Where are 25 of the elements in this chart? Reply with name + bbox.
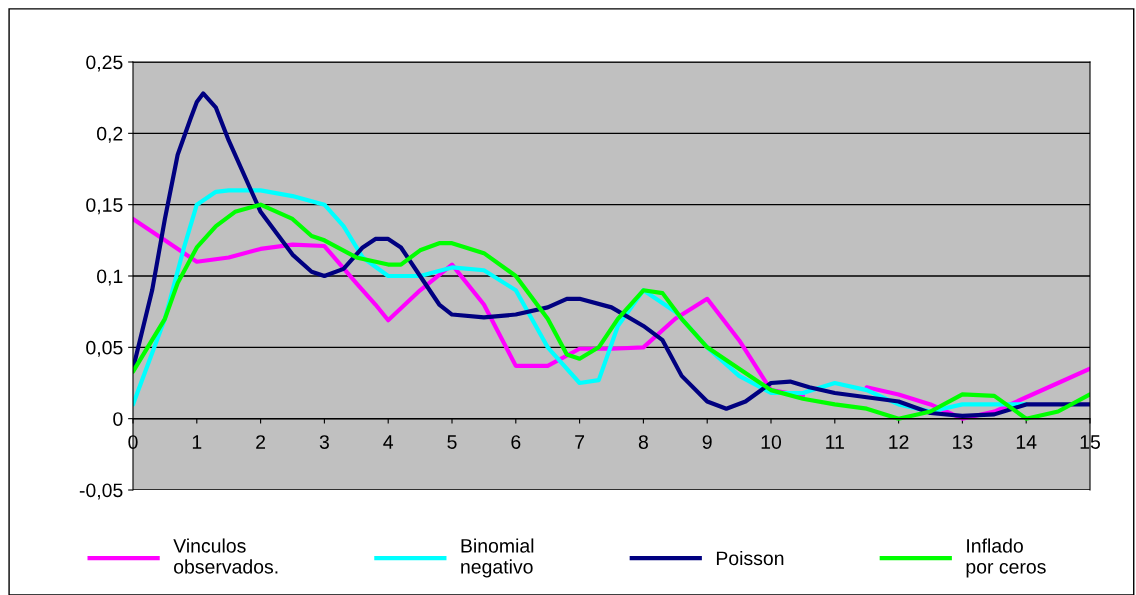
x-tick-label: 14	[1016, 435, 1037, 449]
y-tick-label: -0,05	[79, 483, 123, 500]
x-tick-label: 4	[383, 435, 394, 449]
x-tick-label: 3	[319, 435, 329, 449]
x-tick-label: 2	[256, 435, 266, 449]
x-tick-label: 8	[638, 435, 648, 449]
legend-label: Binomial negativo	[461, 538, 534, 578]
y-tick-label: 0,25	[86, 55, 123, 72]
x-tick-label: 9	[702, 435, 712, 449]
x-tick-label: 10	[761, 435, 782, 449]
legend-label: Vinculos observados.	[173, 538, 278, 574]
x-tick-label: 1	[192, 435, 202, 449]
x-tick-label: 11	[826, 435, 844, 449]
legend-label: Poisson	[716, 550, 784, 566]
x-tick-label: 6	[511, 435, 521, 449]
x-tick-label: 13	[953, 435, 973, 449]
x-tick-label: 12	[889, 435, 909, 449]
y-tick-label: 0,15	[86, 198, 123, 215]
x-tick-label: 7	[575, 435, 585, 449]
y-tick-label: 0,05	[86, 340, 123, 357]
legend-label: Inflado por ceros	[966, 538, 1046, 578]
y-tick-label: 0,2	[97, 126, 123, 143]
y-tick-label: 0,1	[97, 269, 123, 286]
y-tick-label: 0	[113, 412, 123, 426]
x-tick-label: 5	[447, 435, 457, 449]
